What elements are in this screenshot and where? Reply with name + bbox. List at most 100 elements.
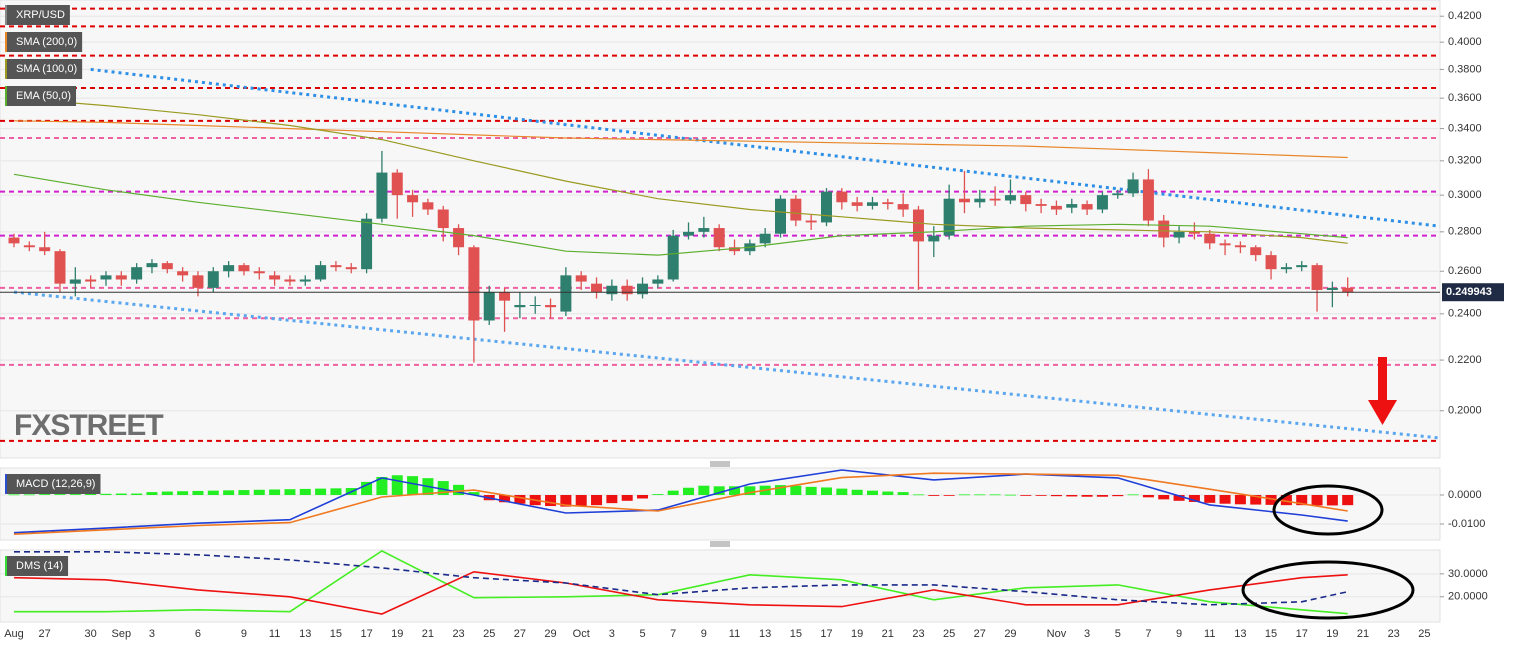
y-tick-label: 0.3200 (1448, 155, 1482, 167)
candle-body (652, 279, 664, 284)
candle-body (1234, 245, 1246, 248)
histogram-bar (775, 485, 786, 495)
histogram-bar (621, 495, 633, 501)
histogram-bar (407, 476, 419, 495)
candle-body (851, 202, 863, 206)
histogram-bar (1250, 495, 1262, 505)
indicator-line (13, 570, 1348, 615)
histogram-bar (591, 495, 603, 506)
candle-body (161, 263, 173, 270)
histogram-bar (545, 495, 557, 507)
candle-body (1265, 255, 1277, 270)
candle-body (1204, 233, 1216, 244)
legend-label: EMA (50,0) (16, 90, 71, 102)
x-tick-label: 9 (241, 628, 247, 640)
histogram-bar (943, 495, 955, 496)
histogram-bar (1204, 495, 1216, 503)
candle-body (468, 247, 480, 321)
candle-body (330, 265, 342, 268)
candle-body (820, 191, 832, 223)
y-tick-label: 0.3600 (1448, 92, 1482, 104)
legend-swatch (5, 5, 7, 25)
x-tick-label: 27 (974, 628, 986, 640)
candle-body (836, 191, 848, 203)
panel-background (0, 467, 1441, 541)
candle-body (1311, 265, 1323, 290)
histogram-bar (376, 477, 388, 495)
candle-body (943, 198, 955, 236)
candle-body (1142, 179, 1154, 221)
candle-body (667, 235, 679, 280)
histogram-bar (468, 492, 480, 495)
candle-body (115, 275, 127, 280)
y-tick-label: 0.2800 (1448, 226, 1482, 238)
histogram-bar (1004, 494, 1016, 496)
candle-body (1066, 204, 1078, 208)
legend-swatch (5, 556, 7, 576)
x-tick-label: 27 (39, 628, 51, 640)
histogram-bar (637, 495, 649, 499)
legend-swatch (5, 32, 7, 52)
candle-body (591, 283, 603, 293)
histogram-bar (683, 487, 695, 495)
y-tick-label: 0.3000 (1448, 189, 1482, 201)
x-tick-label: 29 (1004, 628, 1016, 640)
histogram-bar (100, 493, 112, 495)
candle-body (23, 245, 35, 248)
histogram-bar (866, 490, 878, 495)
legend-swatch (5, 86, 7, 106)
candle-body (85, 279, 97, 282)
legend-label: XRP/USD (16, 9, 65, 21)
candle-body (866, 202, 878, 206)
candle-body (299, 279, 311, 282)
histogram-bar (1081, 495, 1093, 497)
histogram-bar (8, 494, 20, 496)
candle-body (1112, 193, 1124, 196)
histogram-bar (437, 481, 449, 495)
histogram-bar (499, 495, 511, 503)
candle-body (391, 172, 403, 196)
histogram-bar (1280, 495, 1292, 506)
x-tick-label: 3 (149, 628, 155, 640)
x-tick-label: 17 (820, 628, 832, 640)
histogram-bar (453, 484, 465, 495)
histogram-bar (161, 491, 173, 495)
legend-swatch (5, 474, 7, 494)
histogram-bar (667, 490, 679, 495)
candle-body (376, 172, 388, 219)
histogram-bar (805, 486, 817, 495)
histogram-bar (606, 495, 618, 504)
x-tick-label: 23 (452, 628, 464, 640)
histogram-bar (958, 494, 970, 496)
candle-body (759, 233, 771, 244)
y-tick-label: 0.0000 (1448, 489, 1482, 501)
price-tag-label: 0.249943 (1446, 286, 1492, 298)
histogram-bar (1096, 495, 1108, 497)
histogram-bar (575, 495, 587, 507)
x-tick-label: Aug (4, 628, 24, 640)
x-tick-label: 15 (790, 628, 802, 640)
candle-body (39, 247, 51, 252)
candle-body (361, 218, 373, 270)
candle-body (146, 263, 158, 268)
histogram-bar (269, 489, 281, 495)
candle-body (1050, 205, 1062, 210)
candle-body (897, 204, 909, 210)
candle-body (1280, 267, 1292, 270)
x-tick-label: 25 (483, 628, 495, 640)
histogram-bar (1035, 495, 1047, 496)
histogram-bar (1158, 495, 1170, 500)
candle-body (269, 275, 281, 280)
legend-label: SMA (100,0) (16, 63, 77, 75)
histogram-bar (882, 491, 894, 495)
x-tick-label: 21 (882, 628, 894, 640)
candle-body (223, 265, 235, 272)
legend-box (5, 32, 83, 52)
histogram-bar (744, 486, 756, 495)
histogram-bar (1127, 494, 1139, 496)
candle-body (882, 202, 894, 205)
candle-body (529, 305, 541, 307)
candle-body (775, 198, 786, 234)
legend-box (5, 86, 77, 106)
indicator-line (13, 469, 1348, 534)
